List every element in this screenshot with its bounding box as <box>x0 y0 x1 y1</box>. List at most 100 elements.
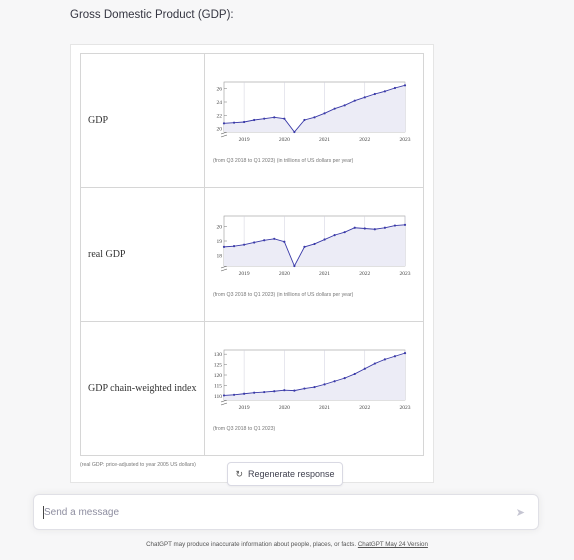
data-point <box>273 237 276 240</box>
data-point <box>243 392 246 395</box>
data-point <box>253 118 256 122</box>
data-point <box>363 227 366 230</box>
y-tick-label: 22 <box>217 113 223 119</box>
data-point <box>313 116 316 119</box>
data-point <box>253 241 256 244</box>
data-point <box>333 234 336 237</box>
data-point <box>283 240 286 243</box>
y-tick-label: 24 <box>217 100 223 106</box>
data-point <box>323 383 326 386</box>
disclaimer: ChatGPT may produce inaccurate informati… <box>0 541 574 548</box>
x-tick-label: 2022 <box>359 271 370 277</box>
x-tick-label: 2022 <box>359 137 370 143</box>
x-tick-label: 2021 <box>319 137 330 143</box>
x-tick-label: 2019 <box>239 137 250 143</box>
y-tick-label: 120 <box>214 373 223 379</box>
data-point <box>333 380 336 383</box>
gdp-index-chart: 2019 2020 2021 2022 2023 110 115 120 125 130 <box>214 349 411 411</box>
data-point <box>373 228 376 231</box>
disclaimer-text: ChatGPT may produce inaccurate informati… <box>146 541 358 548</box>
data-point <box>363 367 366 370</box>
table-footnote: (real GDP: price-adjusted to year 2005 U… <box>80 462 196 468</box>
table-row: GDP chain-weighted index 2019 2020 2021 202… <box>81 322 423 455</box>
data-point <box>393 355 397 358</box>
real-gdp-chart: 2019 2020 2021 2022 2023 18 19 20 <box>217 215 411 277</box>
gdp-table: GDP 2019 2020 2021 2022 2023 20 22 24 26 (from Q… <box>80 53 424 456</box>
y-tick-label: 18 <box>217 254 223 260</box>
axis-break-mark <box>220 399 228 406</box>
data-point <box>313 242 316 246</box>
data-point <box>343 104 346 107</box>
x-tick-label: 2020 <box>279 271 290 277</box>
x-tick-label: 2021 <box>319 405 330 411</box>
data-point <box>293 389 296 392</box>
data-point <box>403 223 407 226</box>
data-point <box>243 243 246 246</box>
data-point <box>353 226 356 229</box>
data-point <box>232 121 236 124</box>
row-label: GDP <box>81 54 205 187</box>
data-point <box>273 116 276 119</box>
data-point <box>283 117 286 120</box>
data-point <box>333 107 336 110</box>
data-point <box>243 120 246 124</box>
x-tick-label: 2023 <box>400 271 411 277</box>
series-area <box>224 224 405 266</box>
message-placeholder: Send a message <box>44 507 120 518</box>
axis-break-mark <box>220 131 228 138</box>
data-point <box>383 90 386 93</box>
series-area <box>224 353 405 400</box>
data-point <box>373 362 376 365</box>
data-point <box>293 264 296 268</box>
data-point <box>222 122 226 125</box>
data-point <box>343 231 346 234</box>
chart-cell: 2019 2020 2021 2022 2023 18 19 20 (from Q3 2018… <box>206 188 423 321</box>
chart-caption: (from Q3 2018 to Q1 2023) (in trillions … <box>213 158 354 164</box>
data-point <box>232 245 236 248</box>
y-tick-label: 130 <box>214 352 223 358</box>
x-tick-label: 2023 <box>400 405 411 411</box>
data-point <box>383 226 386 229</box>
data-point <box>323 112 326 115</box>
row-label: real GDP <box>81 188 205 321</box>
data-point <box>222 245 226 248</box>
y-tick-label: 110 <box>214 394 222 400</box>
data-point <box>403 84 407 87</box>
response-heading: Gross Domestic Product (GDP): <box>70 9 234 21</box>
data-point <box>313 385 316 389</box>
data-point <box>343 377 346 380</box>
data-point <box>353 372 356 376</box>
x-tick-label: 2020 <box>279 405 290 411</box>
y-tick-label: 115 <box>214 383 222 389</box>
chart-cell: 2019 2020 2021 2022 2023 110 115 120 125 130 (fro… <box>206 322 423 455</box>
data-point <box>303 387 306 390</box>
data-point <box>222 394 226 397</box>
send-icon[interactable]: ➤ <box>515 507 525 519</box>
data-point <box>293 130 296 134</box>
y-tick-label: 19 <box>217 239 223 245</box>
axis-break-mark <box>220 265 228 272</box>
data-point <box>283 389 286 392</box>
x-tick-label: 2019 <box>239 405 250 411</box>
data-point <box>323 238 326 241</box>
data-point <box>373 92 376 96</box>
data-point <box>253 391 256 394</box>
regenerate-label: Regenerate response <box>247 469 335 479</box>
data-point <box>403 352 407 355</box>
y-tick-label: 125 <box>214 363 223 369</box>
data-point <box>263 117 266 120</box>
refresh-icon: ↻ <box>235 468 243 479</box>
x-tick-label: 2020 <box>279 137 290 143</box>
data-point <box>303 118 306 122</box>
y-tick-label: 20 <box>217 127 223 133</box>
version-link[interactable]: ChatGPT May 24 Version <box>357 541 428 548</box>
data-point <box>393 86 397 90</box>
y-tick-label: 20 <box>217 224 223 230</box>
message-input[interactable]: Send a message ➤ <box>33 494 539 530</box>
row-label: GDP chain-weighted index <box>81 322 205 455</box>
regenerate-response-button[interactable]: ↻ Regenerate response <box>227 462 343 486</box>
data-point <box>363 96 366 99</box>
data-point <box>273 390 276 393</box>
data-point <box>232 393 236 396</box>
